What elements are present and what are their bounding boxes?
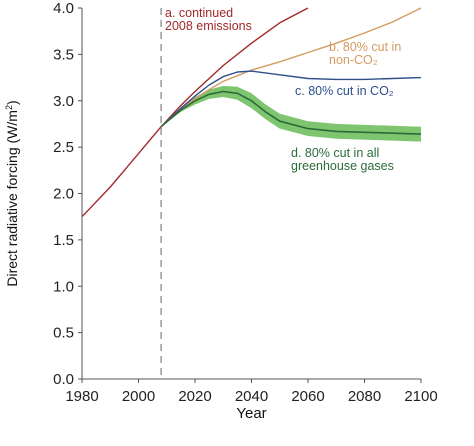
y-tick-label: 2.5 — [53, 139, 74, 156]
uncertainty-bands — [161, 85, 421, 142]
y-tick-label: 4.0 — [53, 0, 74, 17]
y-tick-labels: 0.0 0.5 1.0 1.5 2.0 2.5 3.0 3.5 4.0 — [53, 0, 82, 388]
y-tick-label: 0.5 — [53, 325, 74, 342]
x-tick-labels: 1980 2000 2020 2040 2060 2080 2100 — [65, 379, 438, 405]
x-tick-label: 2060 — [291, 388, 324, 405]
annotation-a-continued-line-1: 2008 emissions — [165, 19, 252, 33]
x-tick-label: 2020 — [178, 388, 211, 405]
x-tick-label: 2100 — [404, 388, 437, 405]
y-tick-label: 3.5 — [53, 46, 74, 63]
y-tick-label: 2.0 — [53, 186, 74, 203]
annotation-c-80-cut-in-co-line-0: c. 80% cut in CO₂ — [295, 84, 394, 98]
x-tick-label: 2040 — [235, 388, 268, 405]
y-tick-label: 0.0 — [53, 371, 74, 388]
annotation-d-80-cut-in-all-line-0: d. 80% cut in all — [291, 146, 379, 160]
annotation-b-80-cut-in-line-0: b. 80% cut in — [329, 40, 401, 54]
x-axis-label: Year — [236, 405, 266, 422]
x-tick-label: 1980 — [65, 388, 98, 405]
annotation-d-80-cut-in-all-line-1: greenhouse gases — [291, 159, 394, 173]
series-line-c-80-cut-in-co — [160, 70, 422, 128]
annotation-a-continued-line-0: a. continued — [165, 6, 233, 20]
series-line-a-continued-2008-emissions — [81, 7, 309, 218]
series-lines — [81, 7, 422, 218]
series-line-d-80-cut-in-all-greenhouse-gases — [160, 90, 422, 135]
y-tick-label: 3.0 — [53, 93, 74, 110]
x-tick-label: 2080 — [348, 388, 381, 405]
y-tick-label: 1.0 — [53, 278, 74, 295]
y-axis-label: Direct radiative forcing (W/m2) — [4, 100, 20, 286]
series-band-3 — [161, 85, 421, 142]
y-tick-label: 1.5 — [53, 232, 74, 249]
annotation-b-80-cut-in-line-1: non-CO₂ — [329, 53, 378, 67]
x-tick-label: 2000 — [122, 388, 155, 405]
series-line-b-80-cut-in-non-co — [160, 7, 422, 128]
